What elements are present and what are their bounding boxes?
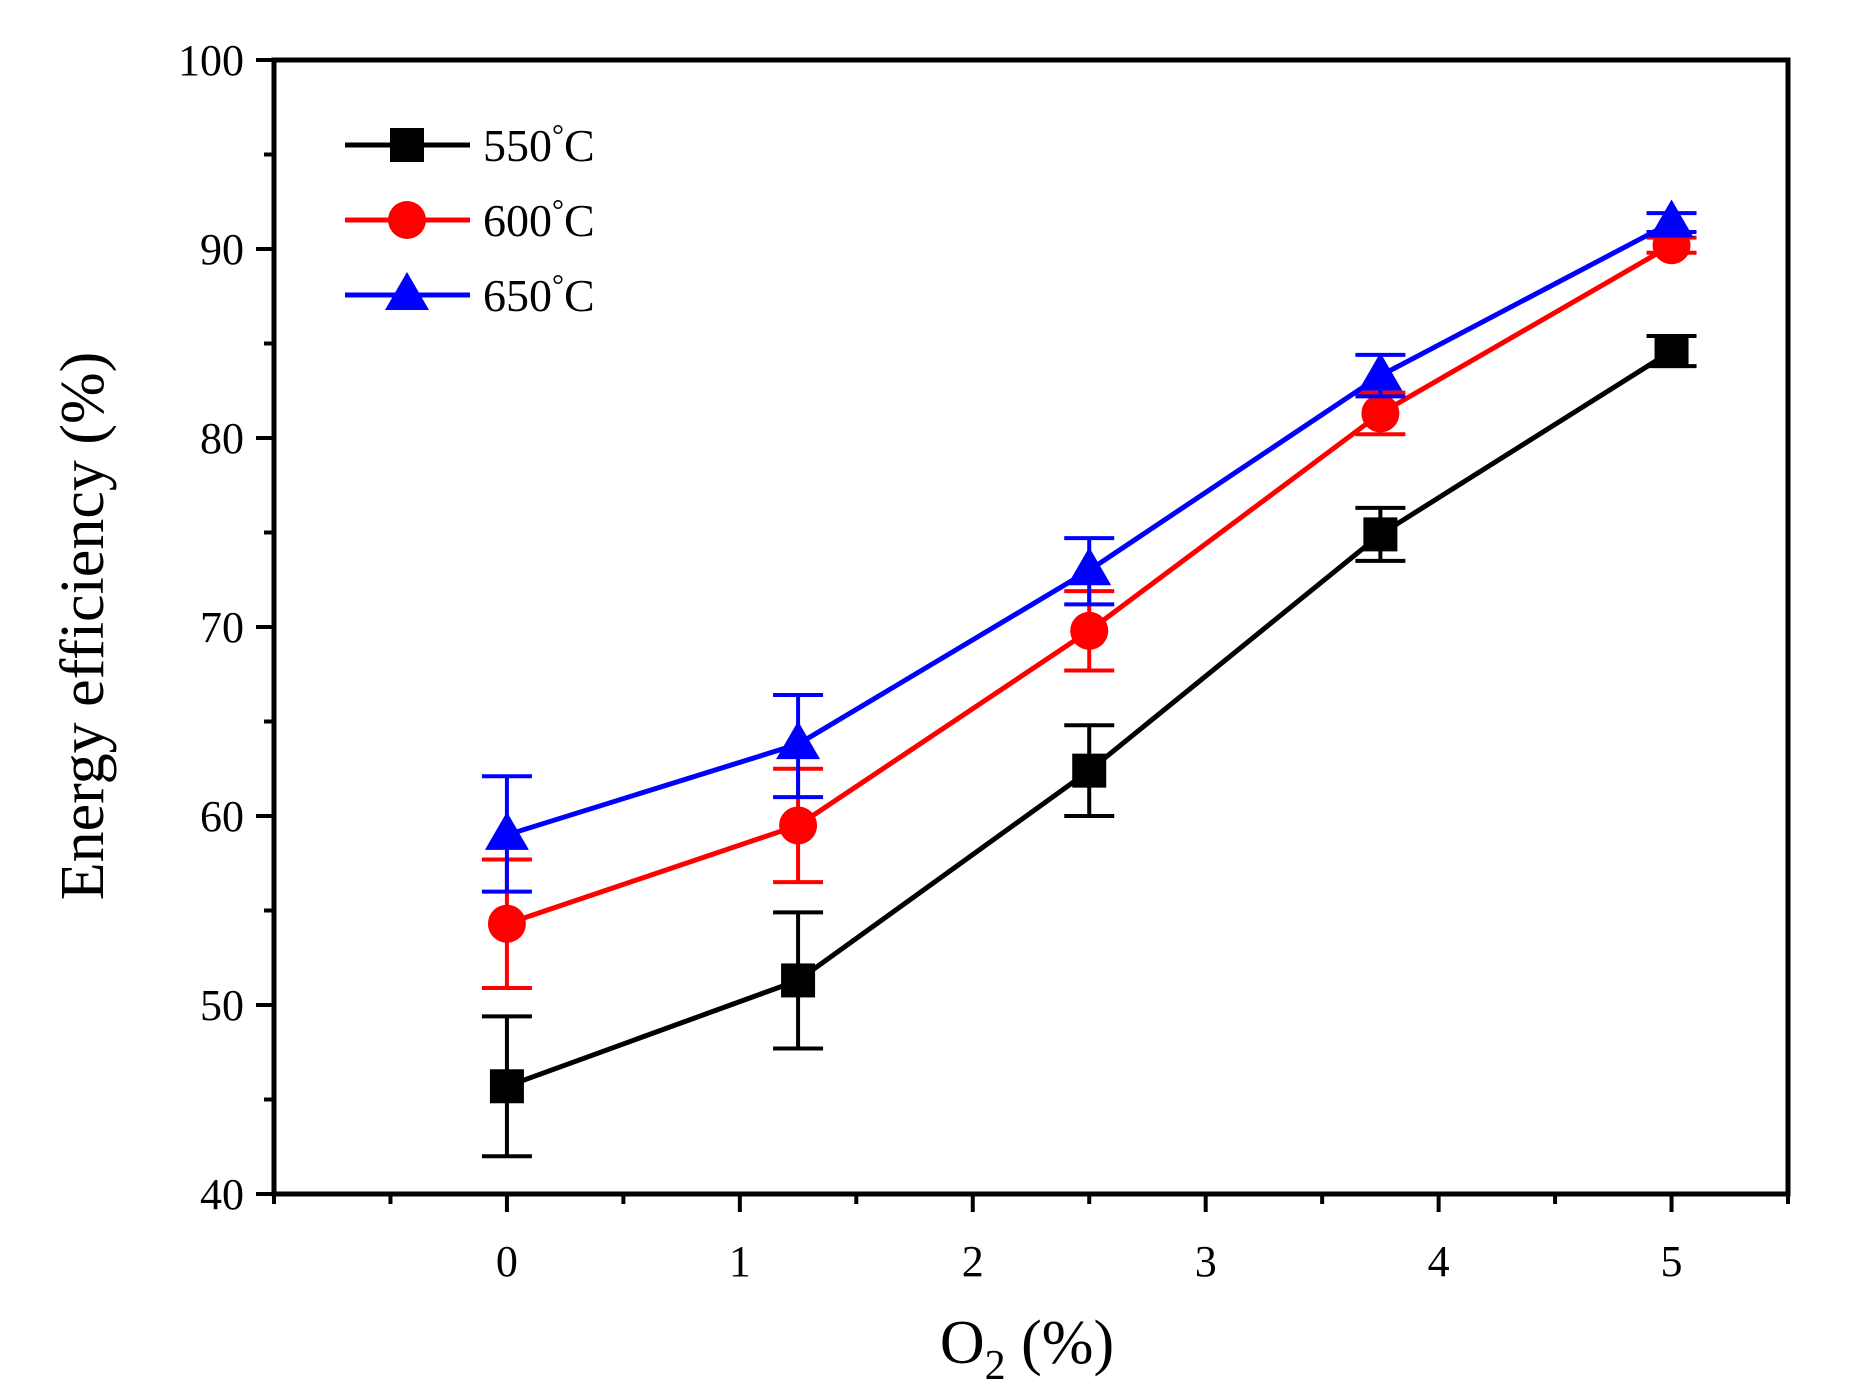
- series-550: [481, 333, 1697, 1159]
- x-tick-label: 4: [1428, 1237, 1450, 1286]
- y-tick-label: 40: [200, 1170, 244, 1219]
- x-axis-title-subscript: 2: [985, 1343, 1006, 1389]
- data-point: [489, 1069, 524, 1104]
- y-tick-label: 50: [200, 981, 244, 1030]
- data-point: [487, 904, 526, 943]
- legend-label: 550°C: [483, 119, 595, 171]
- y-tick-label: 80: [200, 414, 244, 463]
- data-point: [1654, 334, 1689, 369]
- y-axis-title: Energy efficiency (%): [49, 352, 117, 901]
- x-tick-label: 5: [1661, 1237, 1683, 1286]
- legend-marker: [385, 272, 429, 310]
- data-point: [1361, 394, 1400, 433]
- series-650: [481, 199, 1697, 894]
- x-tick-label: 2: [962, 1237, 984, 1286]
- data-point: [1363, 517, 1398, 552]
- legend-label: 600°C: [483, 194, 595, 246]
- data-point: [484, 811, 529, 850]
- legend-item-650: 650°C: [345, 269, 595, 321]
- plot-area: [271, 57, 1791, 1197]
- x-tick-labels: 0 1 2 3 4 5: [496, 1237, 1683, 1286]
- y-tick-label: 60: [200, 792, 244, 841]
- x-axis-title-rest: (%): [1006, 1309, 1114, 1377]
- legend-item-550: 550°C: [345, 119, 595, 171]
- data-point: [1070, 611, 1109, 650]
- x-tick-label: 0: [496, 1237, 518, 1286]
- x-axis-title: O2 (%): [940, 1309, 1114, 1389]
- legend: 550°C 600°C 650°C: [345, 119, 595, 321]
- data-point: [779, 806, 818, 845]
- data-point: [1649, 199, 1694, 238]
- series-layer: [481, 199, 1697, 1159]
- y-tick-label: 90: [200, 225, 244, 274]
- y-tick-label: 70: [200, 603, 244, 652]
- y-tick-labels: 40 50 60 70 80 90 100: [178, 36, 244, 1219]
- x-tick-label: 3: [1195, 1237, 1217, 1286]
- data-point: [781, 963, 816, 998]
- legend-item-600: 600°C: [345, 194, 595, 246]
- legend-marker: [388, 201, 426, 239]
- data-point: [1358, 352, 1403, 391]
- legend-label: 650°C: [483, 269, 595, 321]
- data-point: [776, 721, 821, 760]
- y-tick-label: 100: [178, 36, 244, 85]
- x-axis-title-main: O: [940, 1309, 985, 1377]
- legend-marker: [390, 128, 424, 162]
- axis-ticks: [256, 58, 1790, 1212]
- data-point: [1067, 547, 1112, 586]
- data-point: [1072, 753, 1107, 788]
- x-tick-label: 1: [729, 1237, 751, 1286]
